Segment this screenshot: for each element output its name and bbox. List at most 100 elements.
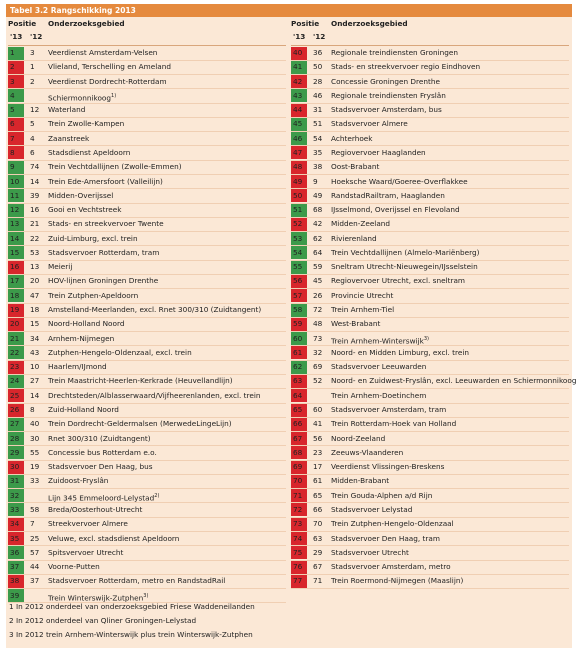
- rank-2013: 21: [10, 333, 20, 343]
- area-name-text: Rnet 300/310 (Zuidtangent): [48, 433, 151, 443]
- rank-2012: 4: [30, 133, 35, 143]
- area-name: Trein Gouda-Alphen a/d Rijn: [331, 489, 432, 503]
- row-line: [8, 102, 286, 104]
- rank-cell: [291, 303, 307, 317]
- rank-cell: [8, 560, 24, 574]
- area-name: Trein Arnhem-Winterswijk3): [331, 332, 429, 348]
- rank-cell: [8, 346, 24, 360]
- rank-2012: 57: [30, 547, 40, 557]
- rank-2013: 38: [10, 576, 20, 586]
- rank-2013: 27: [10, 419, 20, 429]
- area-name: Stadsvervoer Den Haag, bus: [48, 460, 153, 474]
- rank-2012: 36: [313, 48, 323, 57]
- rank-2013: 25: [10, 390, 20, 400]
- rank-2013: 46: [293, 133, 303, 143]
- rank-2012: 53: [30, 247, 40, 257]
- area-name-text: Regionale treindiensten Groningen: [331, 48, 458, 57]
- rank-cell: [8, 460, 24, 474]
- row-line: [8, 516, 286, 518]
- area-name: RandstadRailtram, Haaglanden: [331, 189, 445, 203]
- rank-2013: 76: [293, 562, 303, 572]
- rank-cell: [291, 260, 307, 274]
- rank-cell: [291, 189, 307, 203]
- area-name: Trein Zutphen-Apeldoorn: [48, 289, 138, 303]
- area-name: HOV-lijnen Groningen Drenthe: [48, 274, 158, 288]
- row-line: [8, 373, 286, 375]
- rank-2012: 6: [30, 147, 35, 157]
- row-line: [8, 245, 286, 247]
- rank-2012: 34: [30, 333, 40, 343]
- rank-2013: 66: [293, 419, 303, 429]
- row-line: [8, 259, 286, 261]
- row-line: [8, 45, 286, 46]
- area-name-text: Midden-Brabant: [331, 476, 390, 486]
- rank-cell: [8, 446, 24, 460]
- area-name-text: Regiovervoer Haaglanden: [331, 147, 426, 157]
- rank-2012: 43: [30, 347, 40, 357]
- area-name: Waterland: [48, 103, 85, 117]
- area-name: Veluwe, excl. stadsdienst Apeldoorn: [48, 532, 179, 546]
- area-name: Regionale treindiensten Fryslân: [331, 89, 446, 103]
- rank-cell: [291, 246, 307, 260]
- rank-2013: 10: [10, 176, 20, 186]
- area-name: Spitsvervoer Utrecht: [48, 546, 123, 560]
- area-name: Trein Arnhem-Doetinchem: [331, 389, 426, 403]
- rank-2012: 31: [313, 105, 323, 115]
- rank-2012: 27: [30, 376, 40, 386]
- area-name: Trein Vechtdallijnen (Almelo-Mariënberg): [331, 246, 479, 260]
- rank-2013: 59: [293, 319, 303, 329]
- rank-cell: [291, 346, 307, 360]
- col-header: Positie: [8, 19, 37, 28]
- area-name: Stadsvervoer Den Haag, tram: [331, 532, 440, 546]
- row-line: [291, 431, 569, 433]
- rank-2013: 52: [293, 219, 303, 229]
- area-name: Veerdienst Amsterdam-Velsen: [48, 46, 157, 60]
- rank-2012: 37: [30, 576, 40, 586]
- area-name: Trein Rotterdam-Hoek van Holland: [331, 417, 456, 431]
- rank-2013: 64: [293, 390, 303, 400]
- row-line: [291, 188, 569, 190]
- rank-cell: [8, 203, 24, 217]
- area-name: Amstelland-Meerlanden, excl. Rnet 300/31…: [48, 303, 261, 317]
- area-name: Sneltram Utrecht-Nieuwegein/IJsselstein: [331, 260, 478, 274]
- area-name-text: Breda/Oosterhout-Utrecht: [48, 504, 143, 514]
- rank-2013: 14: [10, 233, 20, 243]
- area-name: Haarlem/IJmond: [48, 360, 107, 374]
- rank-2012: 67: [313, 562, 323, 572]
- rank-cell: [291, 103, 307, 117]
- row-line: [8, 202, 286, 204]
- col-header: Positie: [291, 19, 320, 28]
- rank-2012: 20: [30, 276, 40, 286]
- rank-2013: 50: [293, 190, 303, 200]
- row-line: [291, 559, 569, 561]
- rank-2013: 60: [293, 333, 303, 343]
- area-name-text: Noord-Zeeland: [331, 433, 386, 443]
- area-name-text: Achterhoek: [331, 133, 373, 143]
- area-name-text: Trein Gouda-Alphen a/d Rijn: [331, 490, 433, 500]
- rank-2013: 3: [10, 76, 15, 86]
- area-name-text: Waterland: [48, 105, 86, 115]
- area-name-text: Midden-Zeeland: [331, 219, 391, 229]
- area-name-text: Zeeuws-Vlaanderen: [331, 447, 404, 457]
- rank-cell: [8, 189, 24, 203]
- area-name-text: Stadsvervoer Leeuwarden: [331, 362, 427, 372]
- rank-cell: [8, 389, 24, 403]
- rank-2012: 60: [313, 405, 323, 414]
- area-name: Lijn 345 Emmeloord-Lelystad2): [48, 489, 159, 505]
- row-line: [8, 273, 286, 275]
- row-line: [291, 459, 569, 461]
- row-line: [291, 259, 569, 261]
- area-name-text: Regionale treindiensten Fryslân: [331, 90, 446, 100]
- rank-cell: [291, 46, 307, 60]
- area-name-text: Trein Maastricht-Heerlen-Kerkrade (Heuve…: [48, 376, 233, 386]
- row-line: [291, 216, 569, 218]
- area-name: West-Brabant: [331, 317, 380, 331]
- rank-2012: 41: [313, 419, 323, 429]
- row-line: [8, 573, 286, 575]
- rank-2012: 17: [313, 462, 323, 472]
- area-name: Oost-Brabant: [331, 160, 379, 174]
- rank-2013: 63: [293, 376, 303, 386]
- area-name: Trein Dordrecht-Geldermalsen (MerwedeLin…: [48, 417, 232, 431]
- rank-2013: 36: [10, 547, 20, 557]
- rank-2013: 9: [10, 162, 15, 172]
